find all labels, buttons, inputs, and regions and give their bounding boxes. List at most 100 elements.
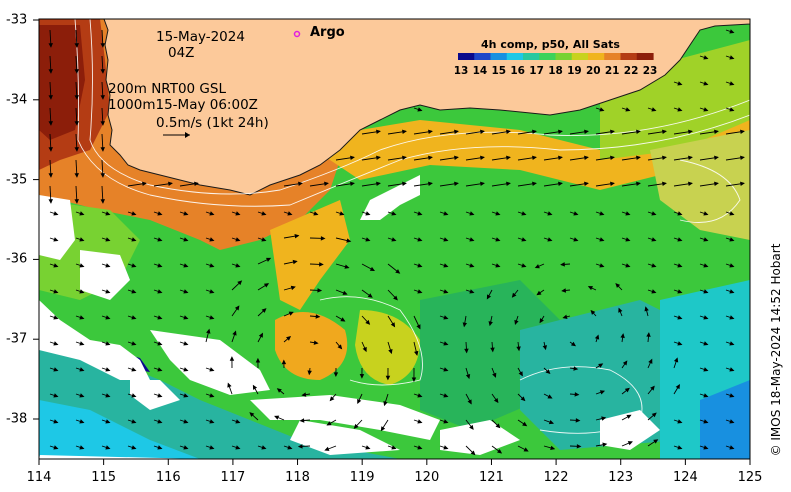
colorbar — [458, 53, 654, 60]
velocity-arrow-head — [729, 393, 735, 398]
velocity-arrow-head — [235, 419, 241, 424]
velocity-arrow-head — [74, 69, 79, 74]
argo-label: Argo — [310, 25, 345, 40]
velocity-arrow-head — [675, 383, 680, 390]
velocity-arrow-head — [105, 211, 111, 216]
velocity-arrow-head — [261, 308, 267, 313]
velocity-arrow-head — [209, 367, 215, 372]
credit-text: © IMOS 18-May-2024 14:52 Hobart — [769, 243, 783, 457]
velocity-arrow-head — [53, 211, 59, 216]
velocity-arrow-head — [480, 129, 485, 135]
velocity-arrow-head — [523, 447, 529, 452]
velocity-arrow-head — [729, 81, 735, 86]
colorbar-segment — [555, 53, 573, 60]
argo-marker[interactable] — [293, 30, 301, 38]
velocity-arrow-head — [703, 107, 709, 112]
velocity-arrow-head — [183, 211, 189, 216]
velocity-arrow-head — [454, 155, 459, 161]
velocity-arrow-head — [157, 367, 163, 372]
velocity-arrow-head — [469, 424, 474, 430]
velocity-arrow-head — [677, 419, 683, 424]
x-tick-label: 118 — [285, 470, 310, 485]
velocity-arrow-head — [329, 396, 335, 402]
velocity-arrow-head — [105, 393, 111, 398]
velocity-arrow-head — [469, 263, 475, 268]
velocity-arrow-head — [74, 121, 79, 126]
velocity-arrow-head — [497, 448, 503, 454]
velocity-arrow-head — [105, 367, 111, 372]
velocity-arrow-head — [313, 211, 319, 216]
velocity-arrow-head — [729, 419, 735, 424]
velocity-arrow-head — [235, 237, 241, 242]
velocity-arrow-head — [729, 445, 735, 450]
velocity-arrow-head — [234, 305, 240, 311]
velocity-arrow-head — [157, 237, 163, 242]
velocity-arrow-head — [558, 129, 563, 135]
velocity-arrow-head — [542, 345, 547, 351]
velocity-arrow-head — [365, 445, 371, 450]
velocity-arrow-head — [576, 444, 582, 449]
velocity-arrow-head — [599, 211, 605, 216]
velocity-arrow-head — [235, 263, 241, 268]
y-tick-label: -36 — [6, 251, 28, 267]
velocity-arrow-head — [79, 367, 85, 372]
velocity-arrow-head — [131, 419, 137, 424]
velocity-arrow-head — [365, 211, 371, 216]
x-tick-label: 125 — [737, 470, 763, 485]
colorbar-tick-label: 15 — [491, 65, 507, 77]
velocity-arrow-head — [417, 419, 423, 424]
x-tick-label: 117 — [220, 470, 246, 485]
velocity-arrow-head — [350, 155, 355, 161]
velocity-arrow-head — [353, 423, 359, 429]
colorbar-segment — [523, 53, 540, 60]
colorbar-segment — [490, 53, 508, 60]
velocity-arrow-head — [428, 155, 433, 161]
velocity-arrow-head — [157, 211, 163, 216]
velocity-arrow-head — [703, 81, 709, 86]
velocity-arrow-head — [703, 419, 709, 424]
velocity-arrow-head — [547, 394, 553, 399]
velocity-arrow-head — [290, 285, 296, 291]
velocity-arrow-head — [536, 290, 542, 296]
depth-contours — [74, 19, 750, 434]
velocity-arrow-head — [490, 347, 495, 353]
velocity-arrow-head — [573, 237, 579, 242]
velocity-arrow-head — [391, 237, 397, 242]
velocity-arrow-head — [740, 155, 745, 161]
colorbar-title: 4h comp, p50, All Sats — [481, 38, 620, 51]
velocity-arrow-head — [411, 377, 417, 383]
velocity-arrow-head — [79, 263, 85, 268]
velocity-arrow-head — [100, 147, 105, 152]
velocity-arrow-head — [100, 43, 105, 48]
velocity-arrow-head — [480, 181, 485, 187]
colorbar-segment — [620, 53, 638, 60]
velocity-arrow-head — [740, 129, 745, 135]
velocity-arrow-head — [209, 237, 215, 242]
velocity-arrow-head — [301, 392, 307, 397]
velocity-arrow-head — [79, 445, 85, 450]
velocity-arrow-head — [662, 129, 667, 135]
velocity-arrow-head — [625, 263, 631, 268]
velocity-arrow-head — [492, 372, 497, 378]
velocity-arrow-head — [157, 393, 163, 398]
velocity-arrow-head — [428, 181, 433, 187]
velocity-arrow-head — [105, 341, 111, 346]
velocity-arrow-head — [610, 181, 615, 187]
velocity-arrow-head — [131, 393, 137, 398]
velocity-arrow-head — [495, 423, 501, 429]
y-tick-label: -38 — [6, 411, 28, 427]
velocity-arrow-head — [636, 181, 641, 187]
velocity-arrow-head — [337, 344, 343, 350]
vector-scale-arrow — [163, 132, 190, 138]
velocity-arrow-head — [261, 211, 267, 216]
contour-depth-label: 200m NRT00 GSL — [108, 81, 226, 97]
velocity-arrow-head — [729, 289, 735, 294]
velocity-arrow-head — [131, 341, 137, 346]
velocity-arrow-head — [385, 375, 391, 381]
velocity-arrow-head — [547, 237, 553, 242]
velocity-arrow-head — [516, 346, 521, 352]
x-tick-label: 120 — [414, 470, 440, 485]
velocity-arrow-head — [320, 236, 326, 241]
velocity-arrow-head — [594, 334, 600, 340]
